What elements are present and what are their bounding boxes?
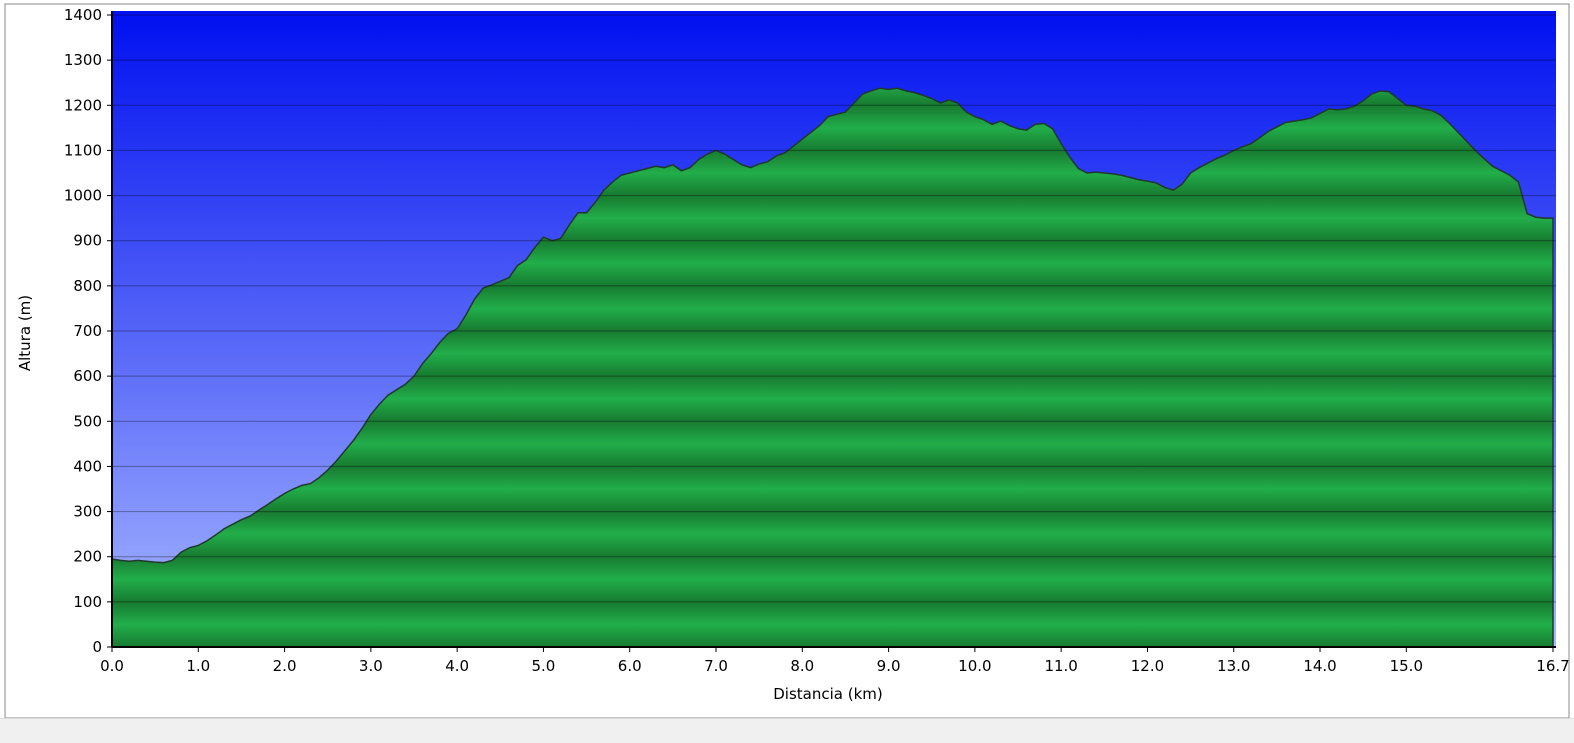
y-tick-label: 400 [73,457,102,475]
x-tick-label: 10.0 [958,657,991,675]
chart: Distancia (km) Altura (m) 0 100 200 300 400 5… [4,3,1570,718]
x-tick-label: 5.0 [532,657,556,675]
x-axis-label: Distancia (km) [773,685,883,703]
x-tick-label: 7.0 [704,657,728,675]
x-tick-label: 16.7 [1536,657,1569,675]
x-tick-label: 4.0 [445,657,469,675]
x-tick-label: 6.0 [618,657,642,675]
x-tick-label: 3.0 [359,657,383,675]
y-tick-label: 500 [73,412,102,430]
y-tick-label: 1100 [64,141,102,159]
area [111,87,1554,648]
x-tick-label: 13.0 [1217,657,1250,675]
y-tick-label: 900 [73,232,102,250]
x-tick-label: 1.0 [186,657,210,675]
x-tick-label: 14.0 [1303,657,1336,675]
x-tick-label: 2.0 [273,657,297,675]
x-tick-label: 15.0 [1390,657,1423,675]
y-tick-label: 100 [73,593,102,611]
y-tick-label: 1300 [64,51,102,69]
x-tick-label: 11.0 [1044,657,1077,675]
y-tick-label: 0 [92,638,102,656]
y-tick-label: 600 [73,367,102,385]
frame [4,3,1570,718]
x-tick-label: 12.0 [1131,657,1164,675]
y-tick-label: 700 [73,322,102,340]
x-tick-label: 0.0 [100,657,124,675]
y-tick-label: 200 [73,548,102,566]
x-tick-label: 8.0 [790,657,814,675]
x-tick-label: 9.0 [877,657,901,675]
status-bar [0,718,1574,743]
y-axis-label: Altura (m) [16,295,34,371]
y-tick-label: 1000 [64,187,102,205]
y-tick-label: 1400 [64,6,102,24]
y-tick-label: 300 [73,503,102,521]
y-tick-label: 800 [73,277,102,295]
y-tick-label: 1200 [64,96,102,114]
